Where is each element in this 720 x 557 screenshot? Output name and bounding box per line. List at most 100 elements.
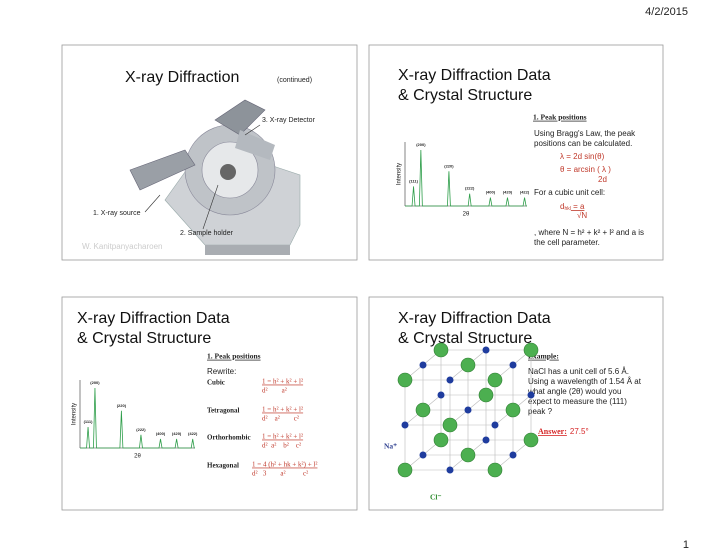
peak-label: (422) — [520, 190, 530, 195]
cl-ion — [523, 342, 539, 358]
na-ion — [482, 436, 490, 444]
diffraction-pattern: (111) (200) (220) (222) (400) (420) (422) Inten… — [72, 380, 198, 460]
body-text: Rewrite: — [207, 367, 236, 376]
equation-denominator: d² 3 a² c² — [252, 470, 308, 478]
crystal-system: Hexagonal — [207, 462, 239, 470]
heading: 1. Peak positions — [207, 352, 261, 361]
cl-ion — [433, 342, 449, 358]
peak-label: (222) — [465, 186, 475, 191]
peak-label: (200) — [90, 380, 100, 385]
na-ion — [446, 376, 454, 384]
slide-title: X-ray Diffraction Data — [398, 310, 551, 327]
equation: √N — [577, 211, 587, 220]
peak-label: (420) — [503, 190, 513, 195]
slide-title: X-ray Diffraction Data — [398, 67, 551, 84]
na-ion — [491, 421, 499, 429]
body-text: expect to measure the (111) — [528, 397, 627, 406]
equation: hkl — [564, 206, 570, 212]
cl-ion — [505, 402, 521, 418]
body-text: peak ? — [528, 407, 553, 416]
equation: = a — [571, 202, 585, 211]
peak-label: (220) — [117, 403, 127, 408]
cl-ion — [487, 372, 503, 388]
body-text: what angle (2θ) would you — [527, 387, 621, 396]
cl-ion — [487, 462, 503, 478]
pattern-line — [405, 149, 527, 207]
body-text: Using Bragg's Law, the peak — [534, 129, 636, 138]
cl-ion — [433, 432, 449, 448]
peak-label: (400) — [156, 431, 166, 436]
body-text: the cell parameter. — [534, 238, 600, 247]
ion-label: Cl⁻ — [430, 493, 442, 502]
body-text: For a cubic unit cell: — [534, 188, 605, 197]
equation-numerator: 1 = h² + k² + l² — [262, 433, 303, 441]
diffraction-pattern: (111) (200) (220) (222) (400) (420) (422) Inten… — [397, 142, 530, 218]
answer: Answer: 27.5° — [538, 427, 589, 436]
na-ion — [509, 451, 517, 459]
equation: dhkl = a — [560, 202, 585, 212]
slide-title: & Crystal Structure — [77, 330, 211, 347]
slide-frame — [61, 296, 358, 511]
cl-ion — [460, 447, 476, 463]
equation: 2d — [598, 175, 607, 184]
na-ion — [419, 361, 427, 369]
peak-label: (420) — [172, 431, 182, 436]
heading: 1. Peak positions — [533, 113, 587, 122]
cl-ion — [478, 387, 494, 403]
crystal-system: Tetragonal — [207, 407, 239, 415]
body-text: Using a wavelength of 1.54 Å at — [528, 377, 642, 386]
slide-title: & Crystal Structure — [398, 87, 532, 104]
na-ion — [437, 391, 445, 399]
label: 3. X-ray Detector — [262, 117, 316, 124]
equation: d — [560, 202, 564, 211]
slide-title: X-ray Diffraction Data — [77, 310, 230, 327]
axis-label: 2θ — [463, 212, 470, 218]
cl-ion — [415, 402, 431, 418]
pattern-line — [80, 387, 195, 449]
slide-frame — [368, 44, 664, 261]
problem: NaCl has a unit cell of 5.6 Å.Using a wa… — [527, 367, 642, 416]
equation-denominator: d² a² c² — [262, 415, 299, 423]
label: 2. Sample holder — [180, 230, 234, 237]
peak-label: (220) — [444, 163, 454, 168]
crystal-system: Cubic — [207, 379, 225, 387]
peak-label: (422) — [188, 431, 198, 436]
diffractometer — [129, 99, 301, 255]
equation-denominator: d² a² — [262, 387, 287, 395]
cl-ion — [523, 432, 539, 448]
body-text: , where N = h² + k² + l² and a is — [534, 228, 644, 237]
page-number: 1 — [683, 539, 689, 551]
na-ion — [527, 391, 535, 399]
cl-ion — [460, 357, 476, 373]
na-ion — [419, 451, 427, 459]
body-text: NaCl has a unit cell of 5.6 Å. — [528, 367, 629, 376]
body-text: positions can be calculated. — [534, 139, 632, 148]
na-ion — [401, 421, 409, 429]
equation: λ = 2d sin(θ) — [560, 152, 605, 161]
peak-label: (400) — [486, 190, 496, 195]
label: 1. X-ray source — [93, 210, 141, 217]
na-ion — [509, 361, 517, 369]
equation-numerator: 1 = h² + k² + l² — [262, 406, 303, 414]
cl-ion — [442, 417, 458, 433]
peak-label: (200) — [416, 142, 426, 147]
ion-label: Na⁺ — [384, 442, 397, 451]
equation: θ = arcsin ( λ ) — [560, 165, 611, 174]
na-ion — [464, 406, 472, 414]
equation-denominator: d² a² b² c² — [262, 442, 301, 450]
answer-value: 27.5° — [570, 427, 589, 436]
axis-label: Intensity — [397, 163, 403, 185]
answer-label: Answer: — [538, 427, 567, 436]
date: 4/2/2015 — [645, 6, 688, 18]
slide-title: X-ray Diffraction — [125, 69, 239, 86]
cl-ion — [397, 462, 413, 478]
peak-label: (222) — [136, 427, 146, 432]
crystal-lattice — [397, 342, 539, 478]
na-ion — [482, 346, 490, 354]
slide-title: & Crystal Structure — [398, 330, 532, 347]
equations: Cubic 1 = h² + k² + l² d² a² Tetragonal 1 = … — [207, 378, 317, 478]
cl-ion — [397, 372, 413, 388]
crystal-system: Orthorhombic — [207, 434, 251, 442]
peak-label: (111) — [409, 178, 419, 183]
